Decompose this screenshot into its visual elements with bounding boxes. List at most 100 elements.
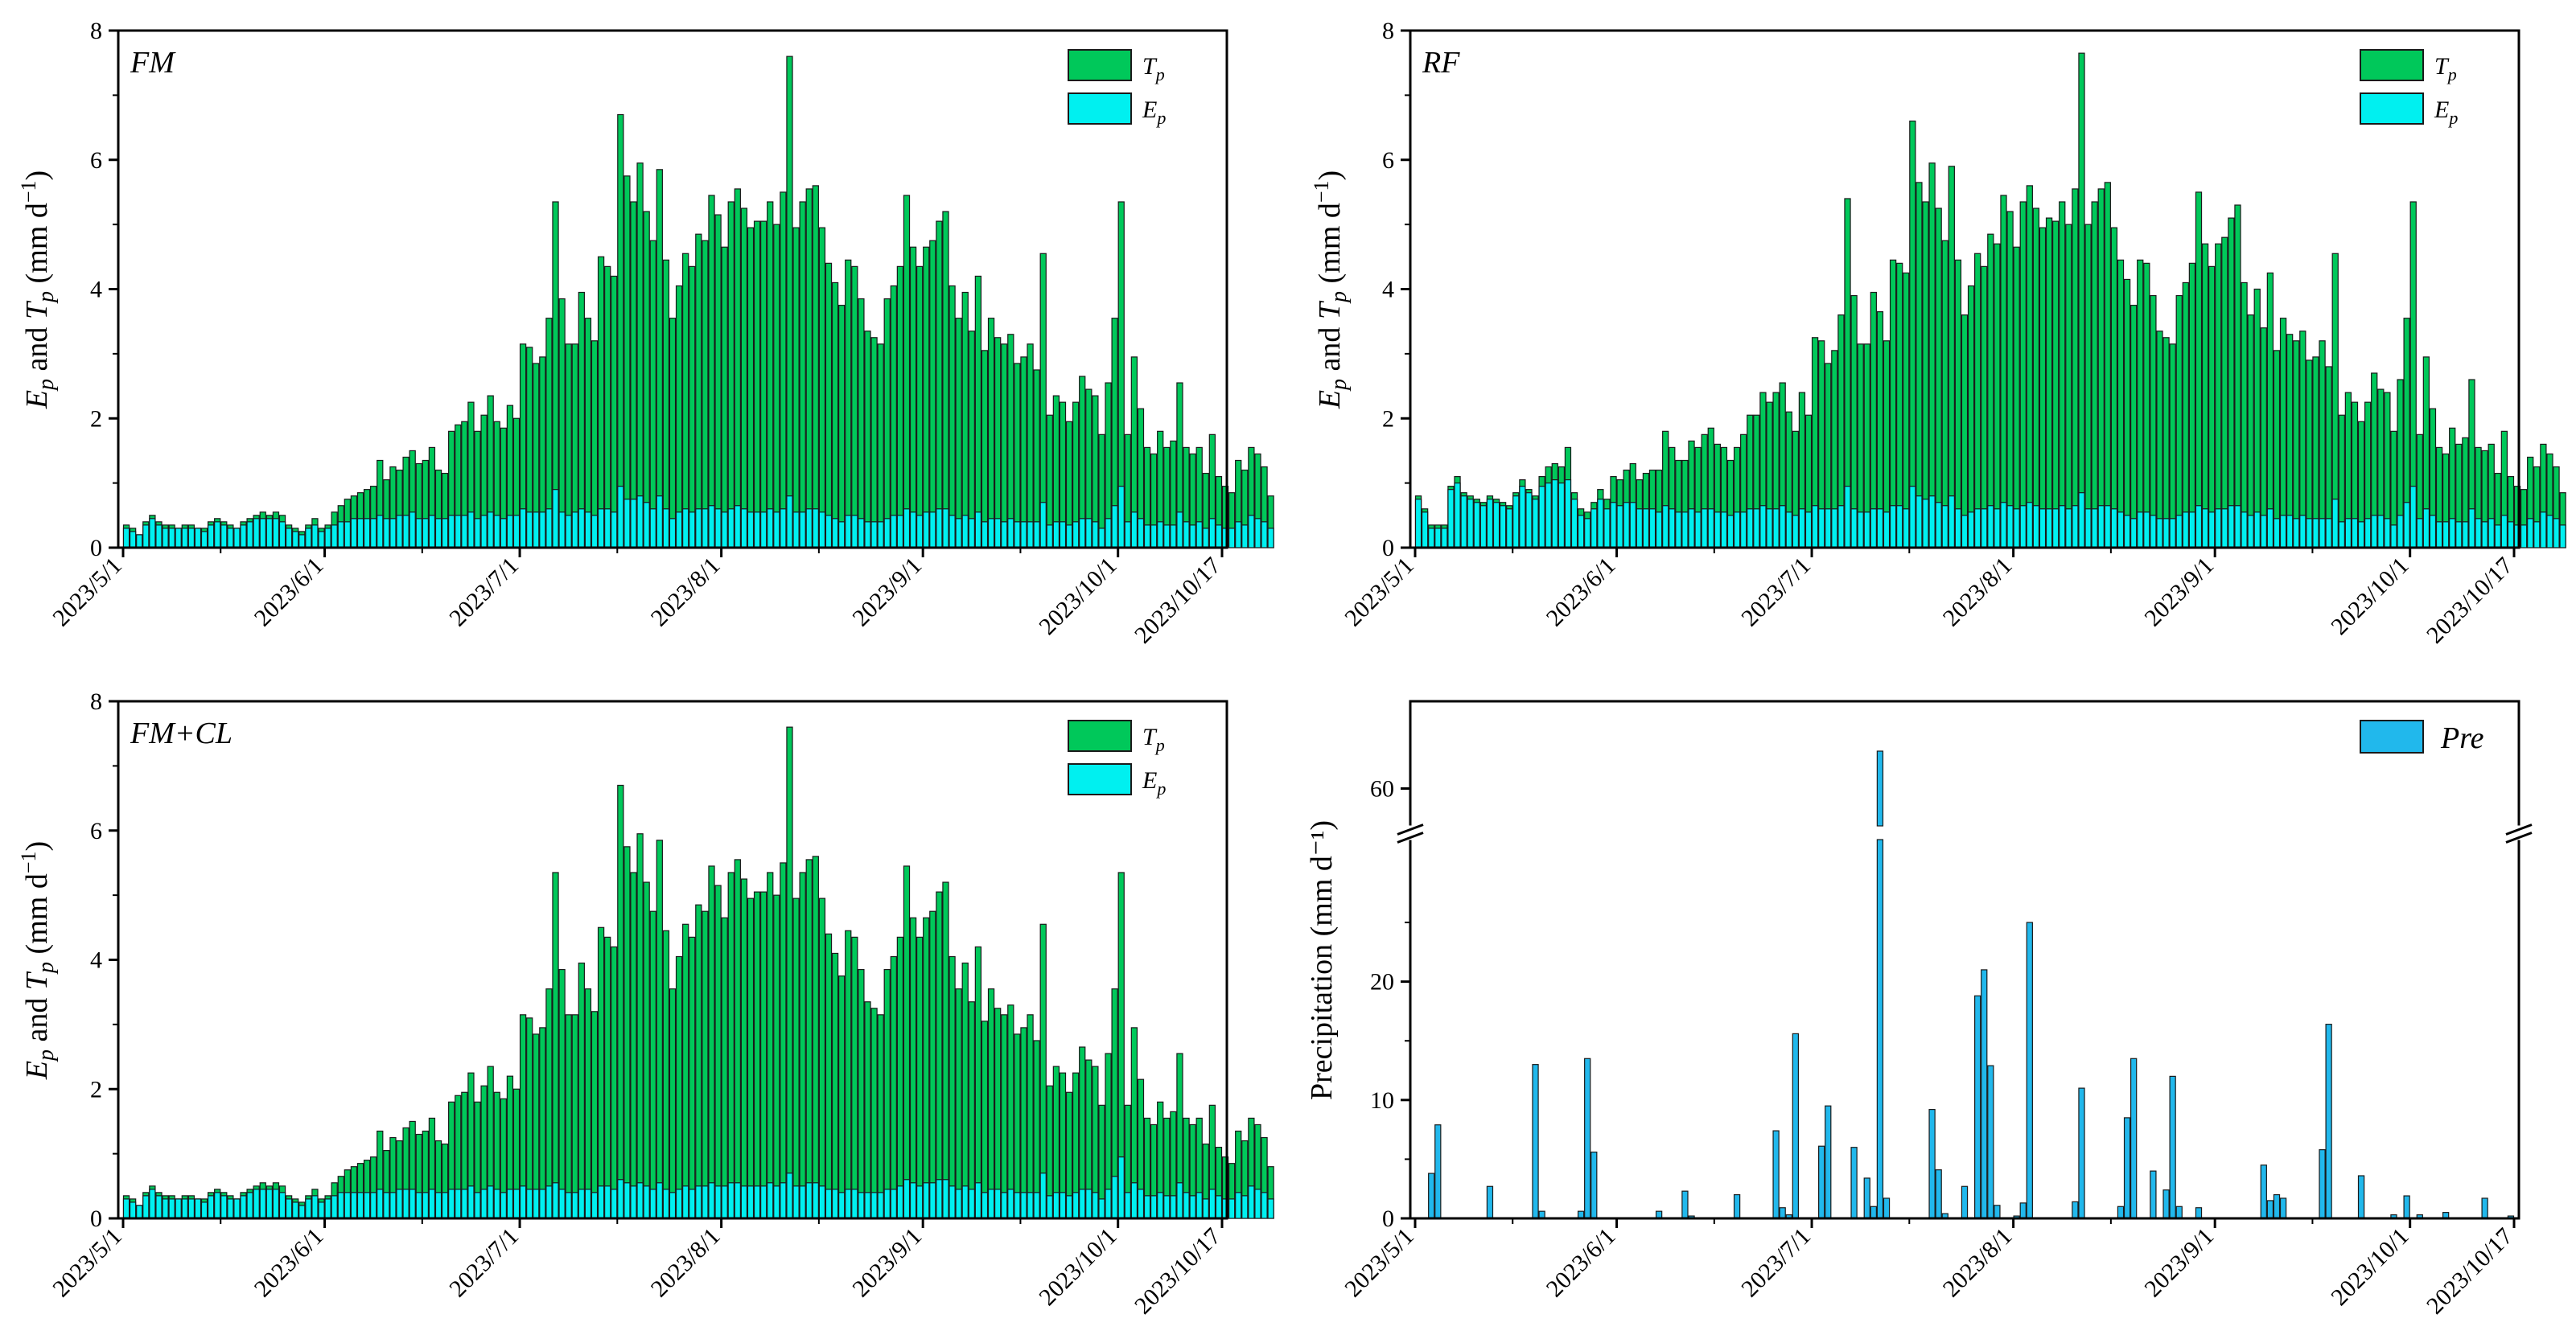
- pre-y-axis-title: Precipitation (mm d⁻¹): [1305, 820, 1339, 1100]
- fmcl-tp-bar: [571, 1014, 578, 1219]
- rf-ep-bar: [2312, 518, 2319, 548]
- fmcl-ep-bar: [831, 1189, 839, 1219]
- rf-ep-bar: [1740, 511, 1747, 548]
- rf-ep-bar: [1766, 508, 1773, 548]
- fmcl-tp-bar: [870, 1008, 878, 1219]
- fmcl-ep-bar: [604, 1185, 611, 1219]
- fmcl-tp-bar: [1014, 1033, 1021, 1219]
- fm-ep-bar: [187, 528, 195, 548]
- fm-tp-bar: [877, 343, 884, 548]
- fmcl-tp-bar: [831, 952, 839, 1219]
- fmcl-ep-bar: [129, 1201, 137, 1219]
- fm-ep-bar: [961, 515, 969, 548]
- fmcl-ep-bar: [402, 1189, 409, 1219]
- fm-tp-bar: [630, 201, 637, 548]
- rf-ep-bar: [2091, 508, 2098, 548]
- fm-tp-bar: [1001, 343, 1008, 548]
- fm-ep-bar: [1143, 524, 1151, 548]
- pre-bar: [1486, 1185, 1494, 1219]
- fmcl-ep-bar: [519, 1185, 527, 1219]
- rf-ep-bar: [1532, 499, 1539, 548]
- rf-ep-bar: [2065, 508, 2072, 548]
- rf-ep-bar: [2247, 515, 2254, 548]
- rf-tp-bar: [2059, 201, 2066, 548]
- fm-ep-bar: [1261, 521, 1268, 548]
- fmcl-ep-bar: [187, 1198, 195, 1219]
- fmcl-ep-bar: [422, 1192, 429, 1219]
- fmcl-ep-bar: [792, 1185, 800, 1219]
- fmcl-tp-bar: [936, 891, 943, 1219]
- rf-ep-bar: [2449, 518, 2456, 548]
- fm-ep-bar: [409, 511, 416, 548]
- fm-tp-bar: [799, 201, 806, 548]
- fmcl-ep-bar: [942, 1179, 949, 1219]
- fmcl-ep-bar: [981, 1192, 989, 1219]
- pre-bar: [1818, 1145, 1825, 1219]
- fmcl-ep-bar: [278, 1192, 286, 1219]
- fm-tp-bar: [864, 331, 871, 548]
- fm-ep-bar: [656, 495, 663, 548]
- y-tick-label: 0: [90, 1206, 102, 1232]
- fm-ep-bar: [864, 521, 871, 548]
- fm-legend-tp-sub: p: [1154, 64, 1165, 84]
- rf-legend-tp-label: Tp: [2434, 53, 2457, 84]
- pre-bar: [1994, 1205, 2001, 1219]
- x-tick-label: 2023/5/1: [1339, 552, 1419, 632]
- rf-ep-bar: [1948, 495, 1955, 548]
- fm-ep-bar: [552, 489, 559, 548]
- fm-ep-bar: [253, 518, 260, 548]
- fmcl-tp-bar: [883, 968, 891, 1219]
- rf-ep-bar: [2019, 505, 2027, 548]
- fmcl-ep-bar: [434, 1192, 442, 1219]
- rf-ep-bar: [1883, 511, 1891, 548]
- rf-ep-bar: [1577, 515, 1585, 548]
- pre-plot-frame: [1409, 700, 2520, 1220]
- fm-ep-bar: [207, 524, 215, 548]
- fmcl-ep-bar: [370, 1192, 377, 1219]
- fm-ep-bar: [604, 508, 611, 548]
- fm-tp-bar: [929, 240, 936, 548]
- rf-ep-bar: [2468, 508, 2475, 548]
- fmcl-legend: Tp Ep: [1068, 720, 1166, 799]
- fmcl-tp-bar: [903, 865, 911, 1219]
- fm-ep-bar: [611, 511, 618, 548]
- fmcl-ep-bar: [149, 1189, 156, 1219]
- fmcl-legend-ep-letter: E: [1142, 767, 1157, 794]
- rf-tp-bar: [1987, 233, 1994, 548]
- x-tick-label: 2023/8/1: [1938, 1223, 2018, 1303]
- rf-ep-bar: [2553, 518, 2560, 548]
- fm-ep-bar: [747, 511, 755, 548]
- rf-ep-bar: [2409, 486, 2417, 548]
- fm-ep-bar: [851, 515, 858, 548]
- rf-ep-bar: [2241, 511, 2248, 548]
- fmcl-ep-bar: [805, 1182, 813, 1219]
- fm-ep-bar: [474, 518, 481, 548]
- fm-ep-bar: [780, 508, 787, 548]
- rf-tp-bar: [2175, 294, 2183, 548]
- rf-tp-bar: [1889, 259, 1897, 548]
- rf-ep-bar: [1941, 505, 1948, 548]
- fmcl-tp-bar: [760, 891, 767, 1219]
- fmcl-ep-bar: [461, 1189, 468, 1219]
- fmcl-ep-bar: [448, 1189, 455, 1219]
- fm-ep-bar: [350, 518, 358, 548]
- fmcl-ep-bar: [350, 1192, 358, 1219]
- fm-tp-bar: [662, 259, 670, 548]
- fmcl-tp-bar: [1001, 1014, 1008, 1219]
- fmcl-ep-bar: [721, 1185, 728, 1219]
- rf-ep-bar: [1889, 505, 1897, 548]
- fmcl-ep-bar: [467, 1185, 475, 1219]
- rf-ep-bar: [1922, 499, 1929, 548]
- fm-ep-bar: [1208, 518, 1216, 548]
- rf-ep-bar: [1636, 508, 1644, 548]
- pre-bar-upper: [1876, 750, 1884, 827]
- pre-bar: [1883, 1197, 1891, 1219]
- fm-ep-bar: [1202, 528, 1209, 548]
- rf-ep-bar: [2045, 508, 2053, 548]
- fm-tp-bar: [896, 265, 904, 548]
- fm-tp-bar: [831, 281, 839, 548]
- fmcl-ep-bar: [812, 1182, 819, 1219]
- fm-ep-bar: [974, 511, 982, 548]
- pre-bar: [2195, 1207, 2203, 1219]
